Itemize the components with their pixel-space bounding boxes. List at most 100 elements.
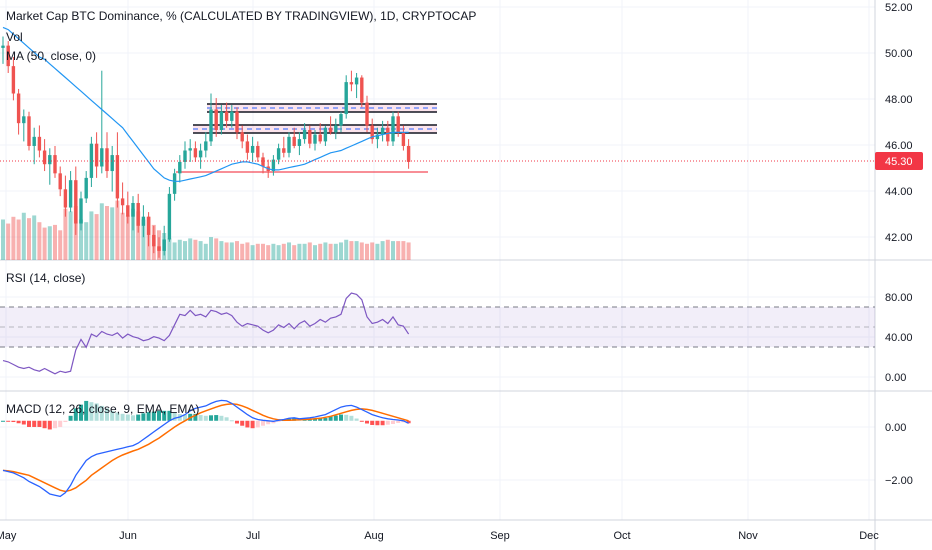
macd-histogram-bar (391, 420, 395, 424)
candle (230, 104, 234, 128)
volume-bar (53, 224, 57, 260)
macd-axis[interactable]: 0.00 −2.00 (885, 422, 913, 487)
time-tick: Aug (364, 530, 384, 542)
ma-legend[interactable]: MA (50, close, 0) (6, 49, 96, 63)
candle (94, 132, 99, 178)
volume-bar (354, 241, 359, 260)
candle-body (391, 116, 395, 142)
candle-body (375, 134, 380, 140)
volume-bar (281, 243, 286, 260)
volume-bar (21, 212, 26, 260)
candle (375, 127, 380, 149)
rsi-band (0, 307, 875, 347)
candle-body (22, 116, 26, 124)
macd-histogram-bar (151, 411, 156, 421)
candle-body (282, 148, 286, 153)
candle-body (302, 130, 307, 140)
volume-bar (266, 245, 271, 260)
candle-body (365, 102, 369, 126)
volume-bar (323, 242, 328, 260)
volume-bar (375, 243, 380, 260)
volume-bar (240, 243, 245, 260)
macd-histogram-bar (261, 420, 265, 426)
candle-body (276, 148, 281, 160)
volume-bar (339, 242, 343, 260)
volume-bar (401, 241, 406, 260)
candle (287, 132, 291, 158)
rsi-axis[interactable]: 80.00 40.00 0.00 (885, 292, 913, 384)
drawn-channel-upper[interactable] (207, 103, 437, 113)
volume-bar (245, 242, 250, 260)
candle (68, 171, 73, 213)
candle (240, 125, 244, 149)
volume-bar (37, 222, 42, 260)
macd-histogram-bar (99, 405, 104, 421)
price-axis[interactable]: 52.00 50.00 48.00 46.00 44.00 42.00 (885, 2, 913, 244)
macd-histogram-bar (245, 420, 250, 428)
volume-bar (276, 245, 281, 260)
time-axis[interactable]: May Jun Jul Aug Sep Oct Nov Dec (0, 530, 879, 542)
candle (172, 168, 177, 201)
macd-histogram-bar (115, 412, 120, 421)
candle-body (27, 116, 31, 146)
candle-body (68, 180, 73, 208)
volume-bar (349, 241, 354, 260)
volume-bar (188, 238, 193, 260)
candle (188, 139, 192, 162)
candle-body (105, 148, 109, 172)
volume-bar (271, 243, 276, 260)
macd-histogram-bar (359, 420, 364, 422)
volume-bar (172, 242, 177, 260)
macd-histogram-bar (42, 420, 47, 429)
candle-body (63, 189, 68, 208)
time-tick: Nov (738, 530, 758, 542)
candle-body (48, 155, 52, 165)
candle-body (183, 150, 187, 162)
macd-histogram-bar (240, 420, 245, 426)
macd-histogram-bar (266, 420, 271, 425)
candle-body (136, 202, 140, 226)
candle (292, 127, 296, 149)
candle-body (188, 148, 192, 151)
candle-body (126, 205, 130, 217)
macd-signal-line (2, 403, 409, 493)
candle (328, 116, 333, 135)
candle-body (167, 193, 172, 240)
rsi-tick: 0.00 (885, 372, 906, 384)
rsi-legend[interactable]: RSI (14, close) (6, 271, 85, 285)
macd-histogram-bar (131, 415, 135, 421)
volume-bar (63, 208, 68, 260)
candle (115, 132, 120, 208)
candle (339, 111, 343, 133)
macd-histogram-bar (73, 408, 78, 421)
candle (146, 212, 151, 247)
candle (79, 191, 83, 231)
volume-bar (79, 219, 83, 260)
volume-bar (141, 219, 146, 260)
macd-histogram-bar (370, 420, 375, 425)
candle (204, 132, 208, 158)
time-tick: Dec (859, 530, 879, 542)
candle (157, 237, 161, 258)
candle-body (53, 155, 57, 174)
macd-histogram-bar (209, 415, 213, 421)
macd-histogram-bar (313, 419, 317, 421)
candle (131, 196, 135, 231)
volume-legend[interactable]: Vol (6, 30, 23, 44)
price-tick: 44.00 (885, 186, 913, 198)
volume-bar (47, 226, 52, 260)
volume-bar (396, 241, 401, 260)
macd-histogram-bar (214, 415, 219, 421)
candle-body (313, 134, 317, 144)
macd-histogram-bar (136, 414, 141, 421)
macd-histogram-bar (344, 414, 349, 421)
time-tick: Oct (613, 530, 630, 542)
volume-bar (136, 211, 141, 260)
candle-body (261, 157, 265, 167)
rsi-line (2, 292, 410, 375)
macd-histogram-bar (47, 420, 52, 430)
macd-legend[interactable]: MACD (12, 26, close, 9, EMA, EMA) (6, 402, 199, 416)
candle-body (214, 109, 218, 130)
